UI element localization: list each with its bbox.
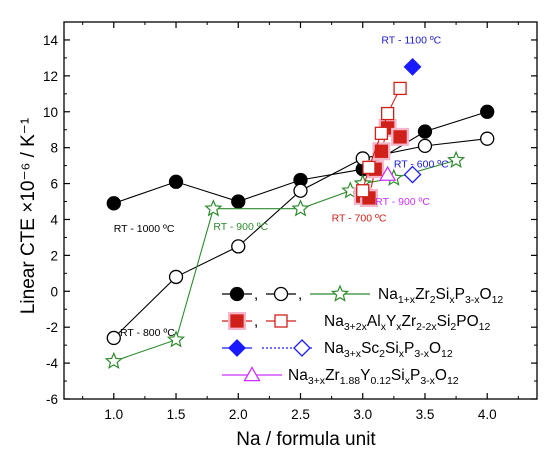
series-6-point <box>403 165 422 184</box>
series-0-point <box>168 174 184 189</box>
series-2-point <box>166 330 186 348</box>
legend-marker <box>243 366 261 382</box>
legend-label: Na3+xZr1.88Y0.12SixP3-xO12 <box>288 367 459 387</box>
legend-separator: , <box>298 286 302 303</box>
y-axis-label: Linear CTE ×10⁻⁶ / K⁻¹ <box>18 118 39 314</box>
series-2-point <box>204 199 223 217</box>
series-1-point <box>480 131 495 146</box>
series-4-point <box>374 126 389 140</box>
legend-marker <box>293 339 311 357</box>
y-tick-label: 0 <box>50 284 58 299</box>
series-3-point <box>393 130 407 144</box>
series-1-point <box>168 269 184 285</box>
legend-label: Na1+xZr2SixP3-xO12 <box>378 286 503 306</box>
legend-marker <box>229 286 245 302</box>
x-tick-label: 1.5 <box>167 407 186 422</box>
legend-marker <box>274 314 288 328</box>
y-tick-label: -4 <box>46 356 58 371</box>
y-tick-label: -2 <box>46 320 58 335</box>
y-tick-label: 4 <box>50 212 58 227</box>
y-tick-label: 14 <box>43 33 59 48</box>
series-4-point <box>362 160 376 175</box>
series-2-point <box>291 199 310 217</box>
series-2-point <box>446 150 466 168</box>
series-0-point <box>106 196 121 211</box>
series-1-point <box>417 138 433 154</box>
series-4-point <box>356 184 370 198</box>
annotation-label: RT - 900 ºC <box>375 196 430 208</box>
x-tick-label: 1.0 <box>104 407 123 422</box>
annotation-label: RT - 700 ºC <box>332 212 387 224</box>
series-2-point <box>104 351 123 370</box>
legend-label: Na3+2xAlxYxZr2-2xSi2PO12 <box>324 313 490 333</box>
annotation-label: RT - 1000 ºC <box>114 223 175 235</box>
y-tick-label: 2 <box>50 248 58 263</box>
x-tick-label: 3.5 <box>416 407 435 422</box>
legend-marker <box>273 286 289 302</box>
legend-label: Na3+xSc2SixP3-xO12 <box>324 340 453 360</box>
series-1-point <box>293 183 308 198</box>
legend: , ,, Na1+xZr2SixP3-xO12 Na3+2xAlxYxZr2-2xSi… <box>222 284 503 387</box>
legend-marker <box>230 314 244 328</box>
x-tick-label: 3.0 <box>353 407 372 422</box>
legend-separator: , <box>254 313 258 330</box>
series-0-point <box>231 194 246 209</box>
x-tick-label: 4.0 <box>478 407 497 422</box>
y-tick-label: 10 <box>43 105 58 120</box>
y-tick-label: 6 <box>50 177 58 192</box>
series-0-point <box>480 104 495 119</box>
legend-marker <box>228 339 246 357</box>
legend-separator: , <box>254 286 258 303</box>
series-5-point <box>403 57 422 76</box>
annotation-label: RT - 600 ºC <box>394 158 449 170</box>
x-tick-label: 2.5 <box>291 407 310 422</box>
series-7-point <box>379 165 397 181</box>
y-tick-label: -6 <box>46 392 58 407</box>
series-4-point <box>380 106 395 121</box>
series-3-point <box>374 144 389 158</box>
x-axis-label: Na / formula unit <box>236 429 376 450</box>
series-1-point <box>106 330 121 346</box>
annotation-label: RT - 1100 ºC <box>381 35 441 47</box>
legend-marker <box>330 284 350 302</box>
y-tick-label: 12 <box>43 69 58 84</box>
series-4-point <box>393 81 407 96</box>
y-tick-label: 8 <box>50 141 58 156</box>
series-1-point <box>231 239 246 254</box>
annotation-label: RT - 900 ºC <box>213 221 268 233</box>
plot-area: 1.0 1.5 2.0 2.5 3.0 3.5 4.0 -6 -4 -2 0 2 4 6 8 10 12 14 RT… <box>43 21 538 422</box>
x-tick-label: 2.0 <box>229 407 248 422</box>
series-0-point <box>417 124 433 139</box>
annotation-label: RT - 800 ºC <box>120 327 175 339</box>
